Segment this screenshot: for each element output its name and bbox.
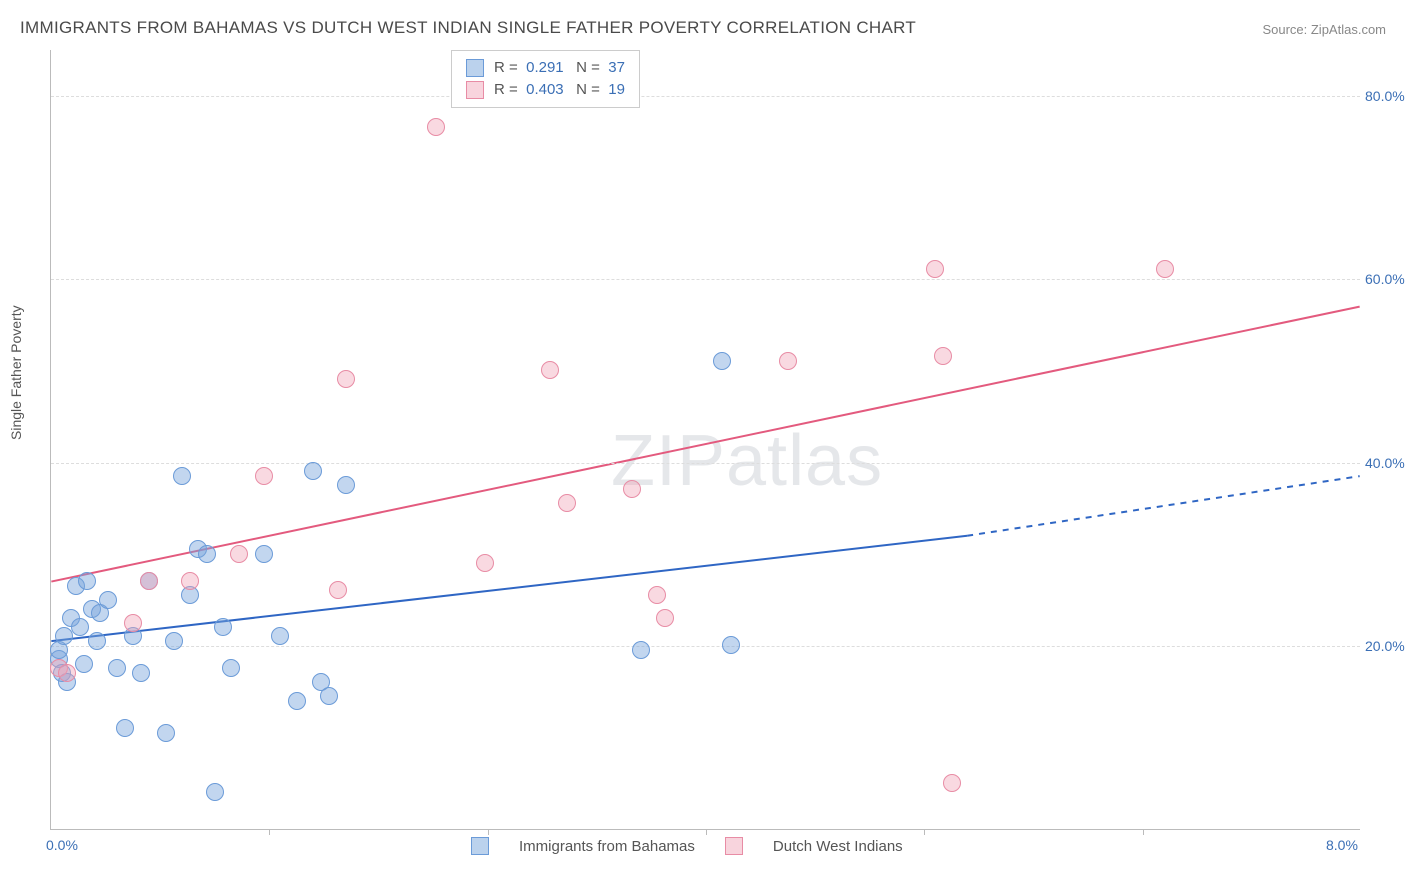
scatter-point: [214, 618, 232, 636]
xtick-mark: [269, 829, 270, 835]
scatter-point: [165, 632, 183, 650]
scatter-point: [222, 659, 240, 677]
scatter-point: [173, 467, 191, 485]
scatter-point: [255, 467, 273, 485]
xtick-mark: [1143, 829, 1144, 835]
scatter-point: [623, 480, 641, 498]
legend-series: Immigrants from Bahamas Dutch West India…: [471, 837, 903, 855]
n-value-blue: 37: [608, 59, 625, 76]
scatter-point: [632, 641, 650, 659]
gridline: [51, 279, 1360, 280]
scatter-point: [124, 614, 142, 632]
scatter-point: [541, 361, 559, 379]
gridline: [51, 646, 1360, 647]
scatter-point: [320, 687, 338, 705]
swatch-pink-icon: [466, 81, 484, 99]
y-axis-label: Single Father Poverty: [8, 305, 24, 440]
n-value-pink: 19: [608, 81, 625, 98]
swatch-blue-icon: [471, 837, 489, 855]
scatter-point: [288, 692, 306, 710]
legend-label-pink: Dutch West Indians: [773, 838, 903, 855]
watermark: ZIPatlas: [611, 420, 883, 502]
scatter-point: [713, 352, 731, 370]
scatter-point: [476, 554, 494, 572]
ytick-label: 60.0%: [1365, 271, 1406, 287]
scatter-point: [116, 719, 134, 737]
scatter-point: [271, 627, 289, 645]
scatter-point: [181, 572, 199, 590]
plot-area: ZIPatlas R = 0.291 N = 37 R = 0.403 N = …: [50, 50, 1360, 830]
scatter-point: [140, 572, 158, 590]
scatter-point: [943, 774, 961, 792]
scatter-point: [99, 591, 117, 609]
scatter-point: [337, 476, 355, 494]
legend-row-pink: R = 0.403 N = 19: [466, 79, 625, 101]
r-value-pink: 0.403: [526, 81, 564, 98]
xtick-mark: [488, 829, 489, 835]
chart-title: IMMIGRANTS FROM BAHAMAS VS DUTCH WEST IN…: [20, 18, 916, 38]
xtick-mark: [924, 829, 925, 835]
legend-correlation: R = 0.291 N = 37 R = 0.403 N = 19: [451, 50, 640, 108]
gridline: [51, 96, 1360, 97]
scatter-point: [108, 659, 126, 677]
swatch-blue-icon: [466, 59, 484, 77]
trend-lines: [51, 50, 1360, 829]
scatter-point: [58, 664, 76, 682]
scatter-point: [722, 636, 740, 654]
swatch-pink-icon: [725, 837, 743, 855]
ytick-label: 40.0%: [1365, 455, 1406, 471]
r-value-blue: 0.291: [526, 59, 564, 76]
scatter-point: [230, 545, 248, 563]
scatter-point: [926, 260, 944, 278]
scatter-point: [1156, 260, 1174, 278]
xtick-label: 0.0%: [46, 837, 78, 853]
legend-label-blue: Immigrants from Bahamas: [519, 838, 695, 855]
scatter-point: [656, 609, 674, 627]
scatter-point: [329, 581, 347, 599]
gridline: [51, 463, 1360, 464]
scatter-point: [337, 370, 355, 388]
scatter-point: [558, 494, 576, 512]
source-label: Source: ZipAtlas.com: [1262, 22, 1386, 37]
scatter-point: [157, 724, 175, 742]
scatter-point: [304, 462, 322, 480]
scatter-point: [78, 572, 96, 590]
scatter-point: [71, 618, 89, 636]
scatter-point: [648, 586, 666, 604]
scatter-point: [55, 627, 73, 645]
ytick-label: 20.0%: [1365, 638, 1406, 654]
xtick-label: 8.0%: [1326, 837, 1358, 853]
scatter-point: [198, 545, 216, 563]
scatter-point: [132, 664, 150, 682]
scatter-point: [779, 352, 797, 370]
ytick-label: 80.0%: [1365, 88, 1406, 104]
legend-row-blue: R = 0.291 N = 37: [466, 57, 625, 79]
scatter-point: [427, 118, 445, 136]
scatter-point: [934, 347, 952, 365]
scatter-point: [88, 632, 106, 650]
scatter-point: [255, 545, 273, 563]
xtick-mark: [706, 829, 707, 835]
scatter-point: [206, 783, 224, 801]
scatter-point: [75, 655, 93, 673]
